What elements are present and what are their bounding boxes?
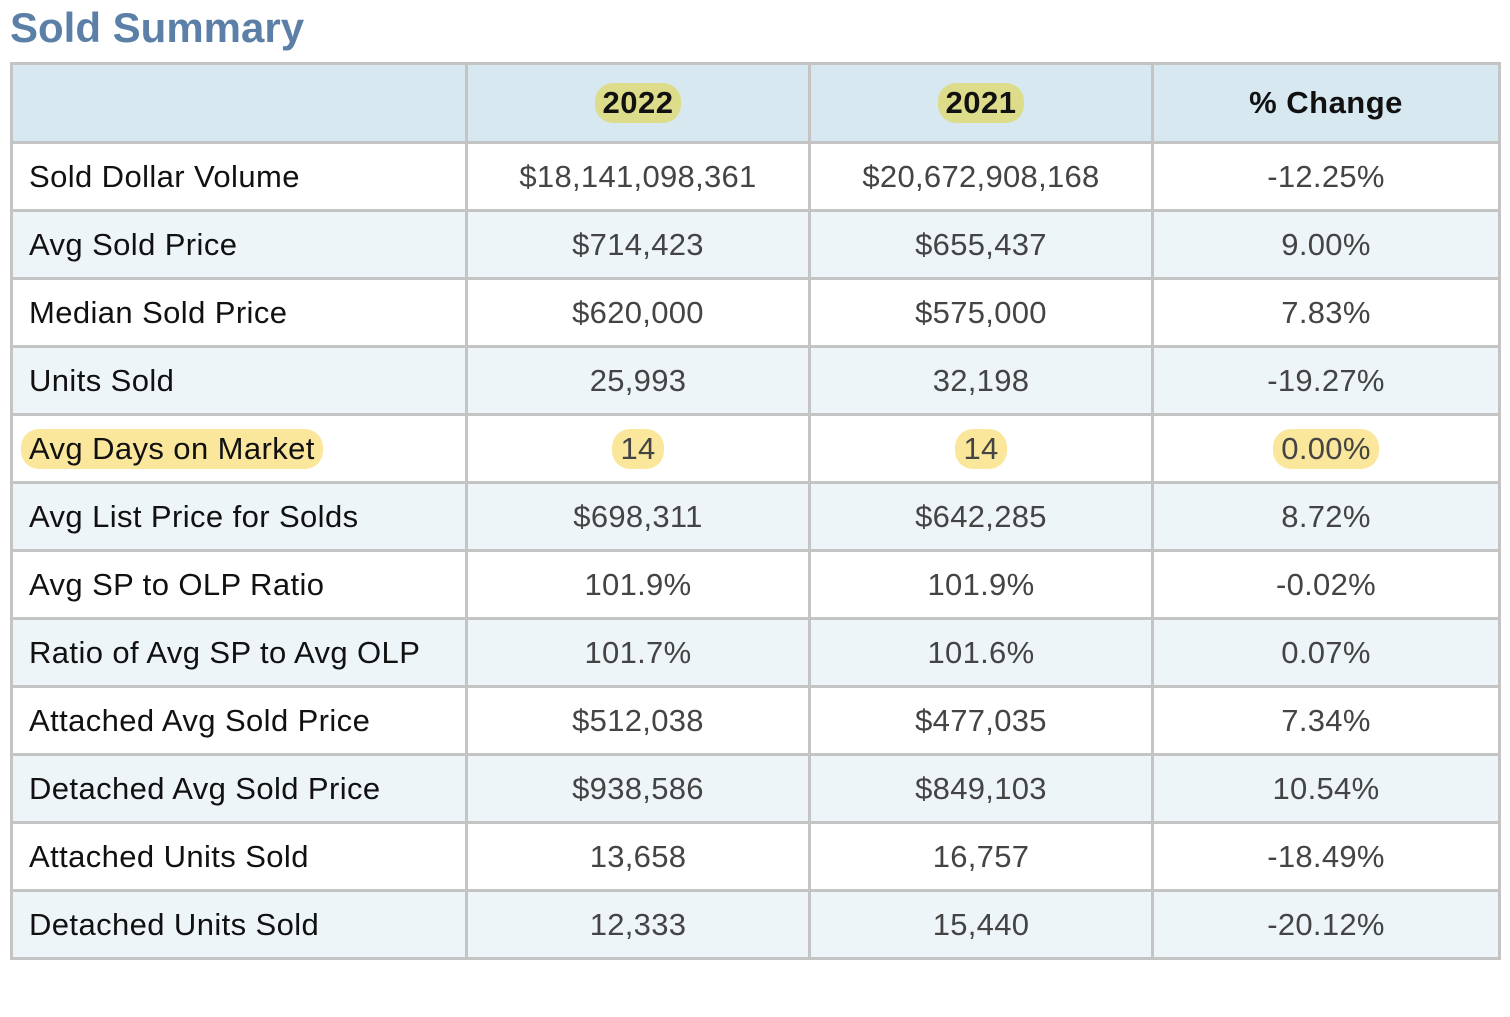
table-row: Attached Avg Sold Price $512,038 $477,03… — [10, 685, 1501, 756]
table-row: Median Sold Price $620,000 $575,000 7.83… — [10, 277, 1501, 348]
table-row: Avg List Price for Solds $698,311 $642,2… — [10, 481, 1501, 552]
row-label: Detached Avg Sold Price — [10, 753, 468, 824]
highlighted-row-label: Avg Days on Market — [21, 428, 323, 469]
table-row: Sold Dollar Volume $18,141,098,361 $20,6… — [10, 141, 1501, 212]
row-label: Avg Days on Market — [10, 413, 468, 484]
row-label: Units Sold — [10, 345, 468, 416]
value-2021: $849,103 — [808, 753, 1154, 824]
value-2021: 101.9% — [808, 549, 1154, 620]
header-2022-label: 2022 — [594, 83, 682, 123]
table-row: Attached Units Sold 13,658 16,757 -18.49… — [10, 821, 1501, 892]
value-change: -0.02% — [1151, 549, 1501, 620]
value-2022: $714,423 — [465, 209, 811, 280]
value-2021: 16,757 — [808, 821, 1154, 892]
row-label: Avg Sold Price — [10, 209, 468, 280]
highlighted-value-2021: 14 — [955, 428, 1007, 469]
value-2021: 101.6% — [808, 617, 1154, 688]
highlighted-value-change: 0.00% — [1273, 428, 1379, 469]
value-2022: 12,333 — [465, 889, 811, 960]
value-2022: 25,993 — [465, 345, 811, 416]
highlighted-value-2022: 14 — [612, 428, 664, 469]
value-change: -12.25% — [1151, 141, 1501, 212]
value-change: 9.00% — [1151, 209, 1501, 280]
value-2021: $642,285 — [808, 481, 1154, 552]
value-2021: $20,672,908,168 — [808, 141, 1154, 212]
row-label: Attached Avg Sold Price — [10, 685, 468, 756]
value-2022: $938,586 — [465, 753, 811, 824]
value-change: -19.27% — [1151, 345, 1501, 416]
value-change: 8.72% — [1151, 481, 1501, 552]
sold-summary-table: 2022 2021 % Change Sold Dollar Volume $1… — [10, 62, 1501, 960]
value-2022: $512,038 — [465, 685, 811, 756]
table-row: Avg Sold Price $714,423 $655,437 9.00% — [10, 209, 1501, 280]
value-change: -18.49% — [1151, 821, 1501, 892]
row-label: Detached Units Sold — [10, 889, 468, 960]
row-label: Sold Dollar Volume — [10, 141, 468, 212]
value-2022: 14 — [465, 413, 811, 484]
value-2021: 32,198 — [808, 345, 1154, 416]
value-change: 7.34% — [1151, 685, 1501, 756]
page-title: Sold Summary — [10, 4, 305, 51]
value-2022: 101.7% — [465, 617, 811, 688]
row-label: Avg SP to OLP Ratio — [10, 549, 468, 620]
value-2022: $698,311 — [465, 481, 811, 552]
table-header-row: 2022 2021 % Change — [10, 62, 1501, 144]
value-2021: $575,000 — [808, 277, 1154, 348]
value-2022: $18,141,098,361 — [465, 141, 811, 212]
row-label: Median Sold Price — [10, 277, 468, 348]
value-2021: $477,035 — [808, 685, 1154, 756]
header-percent-change: % Change — [1151, 62, 1501, 144]
table-row-highlighted: Avg Days on Market 14 14 0.00% — [10, 413, 1501, 484]
table-row: Avg SP to OLP Ratio 101.9% 101.9% -0.02% — [10, 549, 1501, 620]
value-change: 0.00% — [1151, 413, 1501, 484]
header-2021-label: 2021 — [937, 83, 1025, 123]
table-row: Units Sold 25,993 32,198 -19.27% — [10, 345, 1501, 416]
value-change: 0.07% — [1151, 617, 1501, 688]
value-2021: $655,437 — [808, 209, 1154, 280]
header-blank-cell — [10, 62, 468, 144]
value-2022: 101.9% — [465, 549, 811, 620]
header-2021: 2021 — [808, 62, 1154, 144]
value-2022: $620,000 — [465, 277, 811, 348]
value-change: 10.54% — [1151, 753, 1501, 824]
row-label: Avg List Price for Solds — [10, 481, 468, 552]
row-label: Attached Units Sold — [10, 821, 468, 892]
value-2021: 15,440 — [808, 889, 1154, 960]
value-change: -20.12% — [1151, 889, 1501, 960]
table-row: Detached Avg Sold Price $938,586 $849,10… — [10, 753, 1501, 824]
row-label: Ratio of Avg SP to Avg OLP — [10, 617, 468, 688]
table-row: Ratio of Avg SP to Avg OLP 101.7% 101.6%… — [10, 617, 1501, 688]
value-2022: 13,658 — [465, 821, 811, 892]
value-change: 7.83% — [1151, 277, 1501, 348]
value-2021: 14 — [808, 413, 1154, 484]
header-2022: 2022 — [465, 62, 811, 144]
table-row: Detached Units Sold 12,333 15,440 -20.12… — [10, 889, 1501, 960]
